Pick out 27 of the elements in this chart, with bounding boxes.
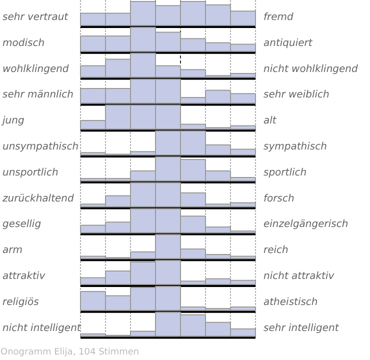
y2-axis-title: nicht wohlklingend <box>264 64 358 75</box>
y2-axis-title: atheistisch <box>264 296 318 308</box>
y-axis-title: wohlklingend <box>2 64 70 75</box>
y2-axis-title: einzelgängerisch <box>264 219 348 230</box>
text: Onogramm Elija, 104 Stimmen <box>0 348 140 358</box>
y2-axis-title: forsch <box>264 193 294 204</box>
y2-axis-title: fremd <box>264 12 294 23</box>
y-axis-title: unsympathisch <box>2 142 79 152</box>
y2-axis-title: sportlich <box>264 167 307 178</box>
y2-axis-title: sehr weiblich <box>264 90 330 101</box>
y-axis-title: nicht intelligent <box>2 322 82 334</box>
y2-axis-title: reich <box>264 245 288 256</box>
y-axis-title: sehr männlich <box>2 90 74 101</box>
y2-axis-title: alt <box>264 116 278 127</box>
y-axis-title: unsportlich <box>2 167 58 178</box>
y2-axis-title: sympathisch <box>264 142 327 152</box>
y-axis-title: gesellig <box>2 219 42 230</box>
y2-axis-title: nicht attraktiv <box>264 271 336 282</box>
y2-axis-title: sehr intelligent <box>264 322 340 334</box>
y-axis-title: arm <box>2 245 23 256</box>
y-axis-title: jung <box>0 116 24 127</box>
y2-axis-title: antiquiert <box>264 38 314 49</box>
y-axis-title: modisch <box>2 38 45 49</box>
y-axis-title: sehr vertraut <box>2 12 70 23</box>
y-axis-title: zurückhaltend <box>2 193 74 204</box>
y-axis-title: religiös <box>2 296 39 308</box>
y-axis-title: attraktiv <box>2 271 46 282</box>
